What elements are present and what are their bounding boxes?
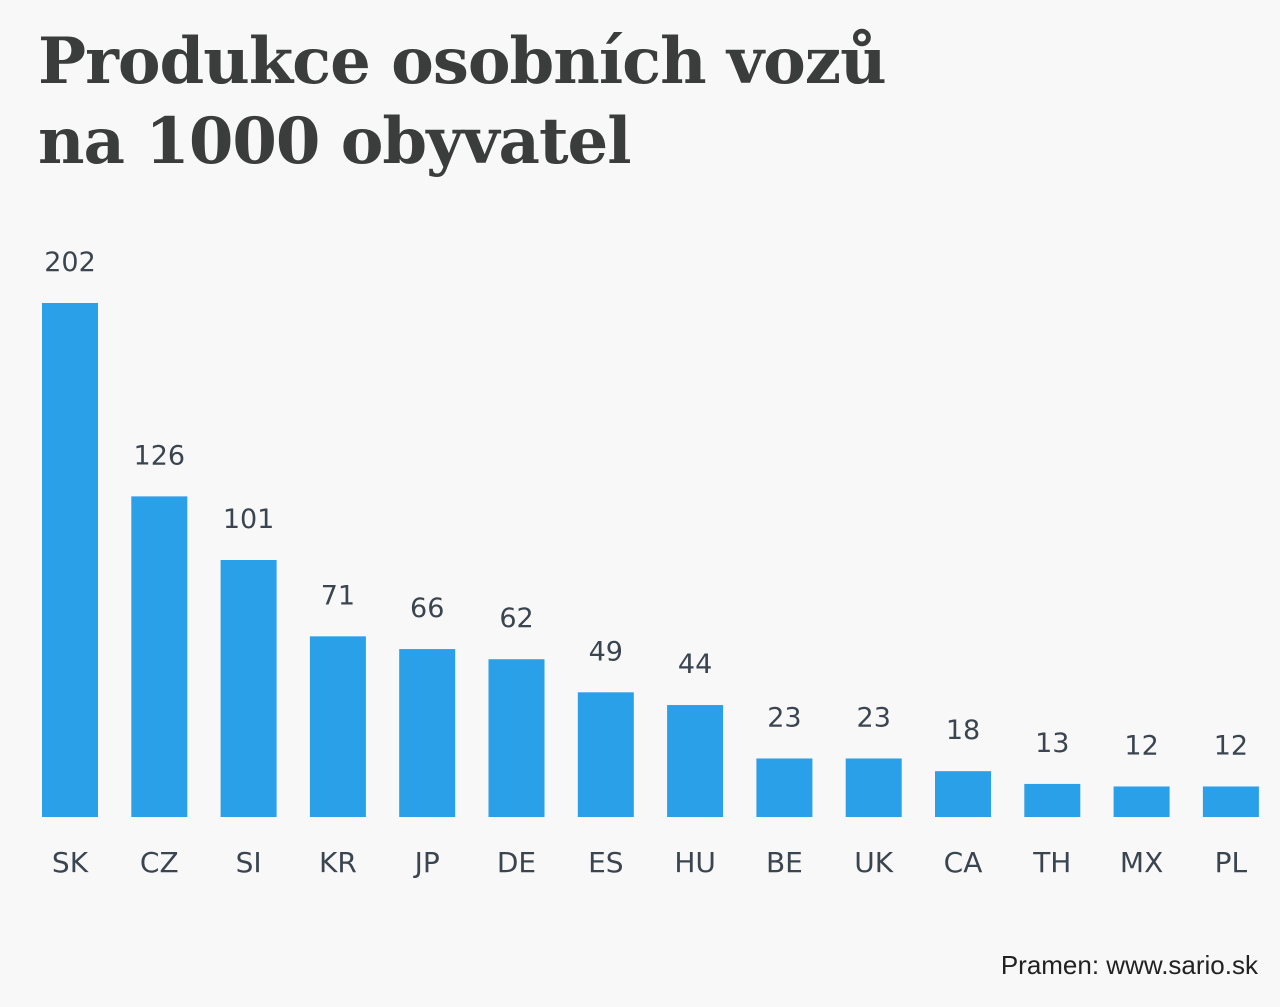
bar-cz: [131, 496, 188, 817]
bar-ca: [935, 771, 991, 817]
value-label-th: 13: [1035, 728, 1069, 759]
value-label-mx: 12: [1124, 730, 1158, 761]
chart-title-line-1: Produkce osobních vozů: [38, 24, 887, 99]
bar-hu: [667, 705, 724, 817]
value-label-be: 23: [767, 702, 801, 733]
value-label-sk: 202: [44, 247, 96, 278]
value-label-de: 62: [499, 603, 533, 634]
bar-jp: [399, 649, 456, 817]
bar-es: [577, 692, 634, 817]
category-label-kr: KR: [319, 846, 357, 879]
bar-de: [488, 659, 545, 817]
value-label-jp: 66: [410, 593, 444, 624]
source-note: Pramen: www.sario.sk: [1000, 950, 1258, 980]
bar-be: [756, 758, 813, 817]
value-label-hu: 44: [678, 649, 712, 680]
chart-title-line-2: na 1000 obyvatel: [38, 104, 632, 179]
bar-sk: [42, 303, 98, 817]
bar-si: [220, 560, 277, 817]
category-label-uk: UK: [854, 846, 893, 879]
value-label-si: 101: [223, 504, 275, 535]
chart-title: Produkce osobních vozů na 1000 obyvatel: [38, 22, 887, 182]
category-label-es: ES: [588, 846, 623, 879]
value-label-pl: 12: [1214, 730, 1248, 761]
category-label-pl: PL: [1215, 846, 1248, 879]
category-label-si: SI: [236, 846, 262, 879]
bar-kr: [309, 636, 366, 817]
category-label-mx: MX: [1120, 846, 1163, 879]
value-label-uk: 23: [857, 702, 891, 733]
bar-mx: [1113, 786, 1170, 817]
category-label-cz: CZ: [140, 846, 179, 879]
category-label-sk: SK: [52, 846, 89, 879]
category-label-jp: JP: [413, 846, 440, 879]
bar-th: [1024, 783, 1081, 817]
category-label-th: TH: [1032, 846, 1071, 879]
value-label-es: 49: [589, 636, 623, 667]
value-label-cz: 126: [134, 440, 186, 471]
category-label-ca: CA: [944, 846, 983, 879]
category-label-be: BE: [766, 846, 803, 879]
value-label-ca: 18: [946, 715, 980, 746]
bar-uk: [845, 758, 902, 817]
category-label-de: DE: [497, 846, 536, 879]
category-label-hu: HU: [674, 846, 716, 879]
value-label-kr: 71: [321, 580, 355, 611]
bar-pl: [1202, 786, 1259, 817]
